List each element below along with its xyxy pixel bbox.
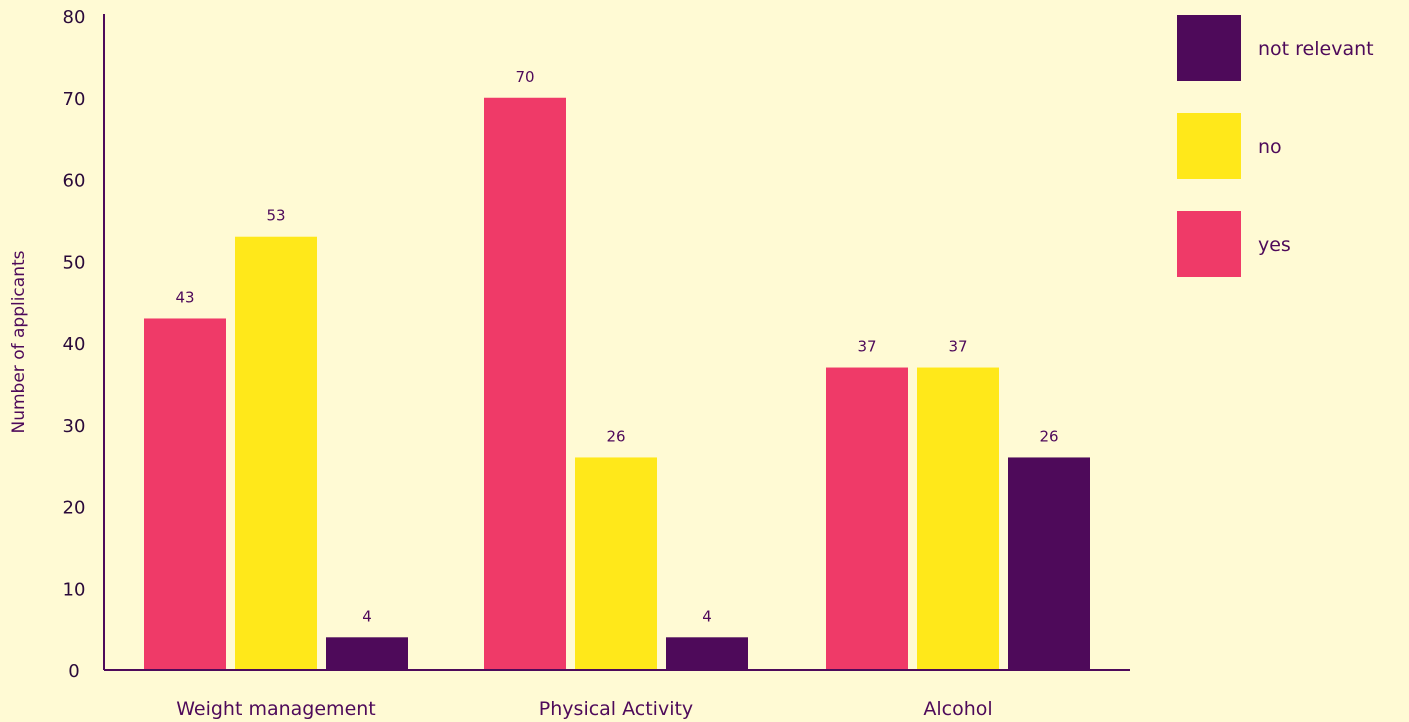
category-label: Alcohol (923, 698, 992, 720)
legend-label: no (1258, 136, 1282, 158)
data-label: 26 (606, 427, 625, 445)
bar-no-2 (917, 367, 999, 670)
data-label: 4 (702, 607, 712, 625)
bar-not-relevant-0 (326, 637, 408, 670)
legend-label: yes (1258, 234, 1291, 256)
category-label: Physical Activity (539, 698, 693, 720)
data-label: 4 (362, 607, 372, 625)
y-tick-label: 0 (68, 661, 79, 682)
y-axis-ticks: 0 10 20 30 40 50 60 70 80 (63, 7, 86, 682)
y-tick-label: 50 (63, 252, 86, 273)
y-tick-label: 20 (63, 498, 86, 519)
y-tick-label: 40 (63, 334, 86, 355)
data-label: 37 (857, 338, 876, 356)
bars (144, 97, 1090, 670)
bar-not-relevant-2 (1008, 457, 1090, 670)
legend-label: not relevant (1258, 38, 1374, 60)
data-label: 53 (266, 207, 285, 225)
data-label: 37 (948, 338, 967, 356)
y-tick-label: 60 (63, 171, 86, 192)
bar-yes-2 (826, 367, 908, 670)
data-labels: 43 53 4 70 26 4 37 37 26 (175, 68, 1058, 626)
y-tick-label: 10 (63, 579, 86, 600)
y-tick-label: 70 (63, 89, 86, 110)
category-labels: Weight management Physical Activity Alcoho… (176, 698, 992, 720)
bar-yes-1 (484, 97, 566, 670)
y-axis-title: Number of applicants (9, 250, 29, 433)
legend-swatch (1177, 15, 1241, 81)
y-tick-label: 80 (63, 7, 86, 28)
legend-swatch (1177, 113, 1241, 179)
bar-no-0 (235, 236, 317, 670)
data-label: 70 (515, 68, 534, 86)
bar-no-1 (575, 457, 657, 670)
bar-yes-0 (144, 318, 226, 670)
legend-swatch (1177, 211, 1241, 277)
category-label: Weight management (176, 698, 376, 720)
legend: not relevant no yes (1177, 15, 1374, 277)
bar-not-relevant-1 (666, 637, 748, 670)
data-label: 43 (175, 288, 194, 306)
data-label: 26 (1039, 427, 1058, 445)
y-tick-label: 30 (63, 416, 86, 437)
